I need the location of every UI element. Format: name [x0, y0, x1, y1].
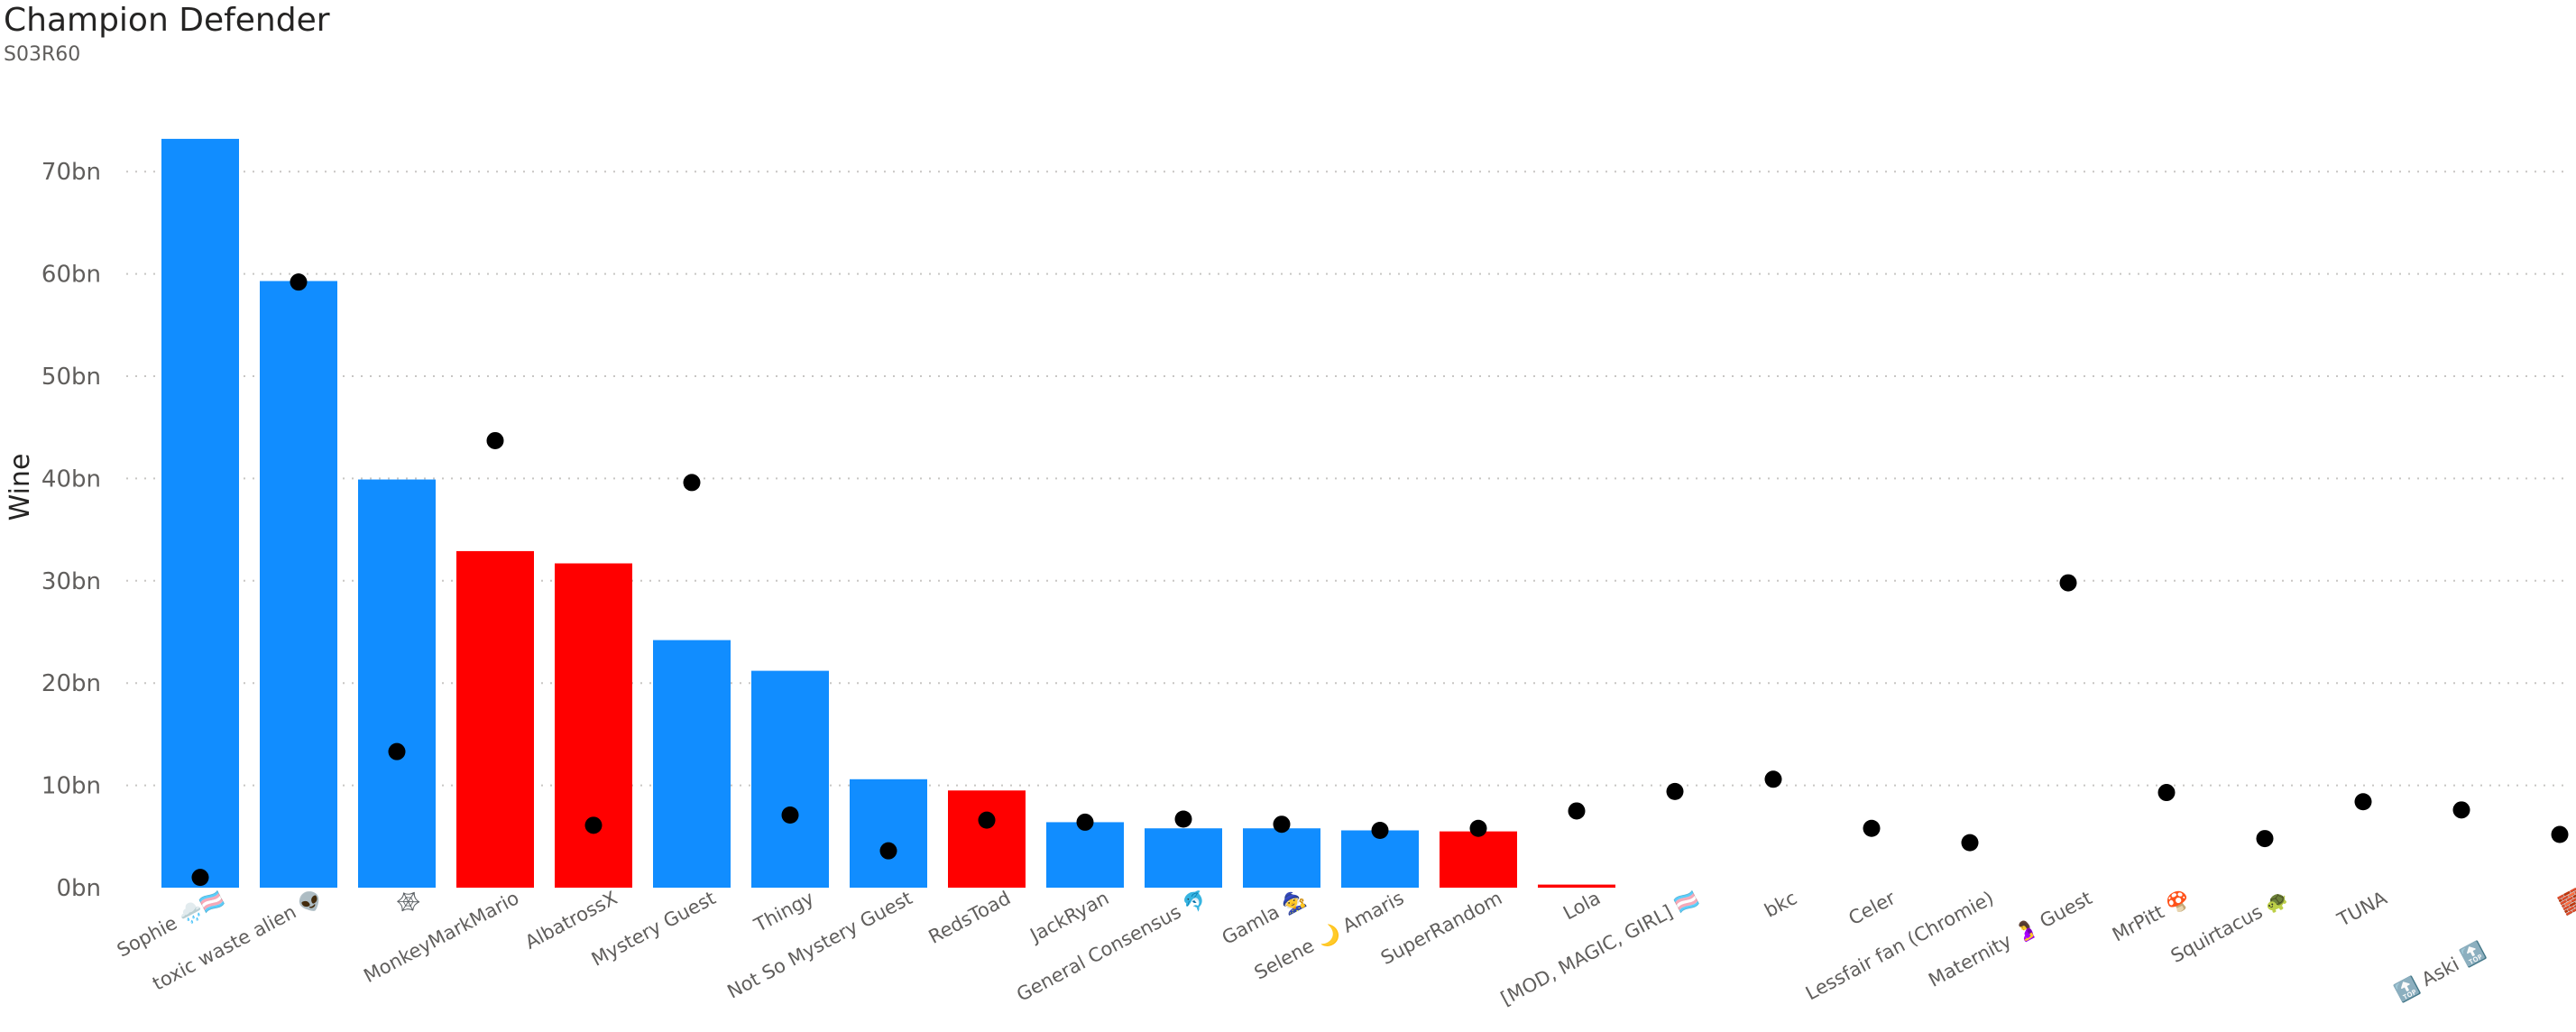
dot-15 [1666, 782, 1684, 800]
y-tick-label-3: 30bn [41, 568, 101, 595]
bar-9 [1046, 822, 1124, 888]
dot-21 [2256, 830, 2274, 848]
bar-4 [555, 563, 632, 888]
category-label-11: Gamla 🧙 [1218, 886, 1309, 949]
category-label-2: 🕸️ [393, 886, 425, 917]
category-label-10: General Consensus 🐬 [1013, 886, 1211, 1006]
dot-11 [1273, 815, 1291, 834]
dot-20 [2157, 784, 2176, 802]
bar-3 [456, 550, 534, 888]
y-axis-label: Wine [5, 454, 36, 521]
dot-2 [388, 742, 406, 760]
y-tick-label-0: 0bn [56, 875, 101, 902]
category-label-14: Lola [1559, 887, 1604, 924]
dot-9 [1076, 813, 1094, 831]
category-label-23: 🔝 Aski 🔝 [2391, 938, 2489, 1004]
dots [191, 273, 2569, 887]
category-label-7: Not So Mystery Guest [723, 887, 915, 1002]
category-label-9: JackRyan [1026, 887, 1113, 947]
dot-24 [2551, 825, 2569, 843]
category-label-24: 🧱 [2556, 886, 2576, 917]
dot-8 [978, 811, 996, 829]
category-label-20: MrPitt 🍄 [2109, 886, 2194, 945]
y-tick-label-7: 70bn [41, 159, 101, 186]
y-tick-label-2: 20bn [41, 670, 101, 697]
dot-3 [486, 431, 504, 449]
dot-0 [191, 869, 209, 887]
category-label-22: TUNA [2333, 887, 2391, 931]
chart-subtitle: S03R60 [4, 43, 81, 66]
dot-5 [683, 474, 701, 492]
category-label-8: RedsToad [925, 887, 1015, 948]
bar-11 [1243, 828, 1320, 888]
bar-7 [850, 779, 927, 888]
bar-13 [1440, 831, 1517, 888]
y-axis-ticks: 0bn 10bn 20bn 30bn 40bn 50bn 60bn 70bn [41, 159, 101, 902]
category-label-6: Thingy [750, 887, 817, 936]
dot-6 [781, 806, 799, 824]
dot-18 [1961, 834, 1979, 852]
category-label-3: MonkeyMarkMario [360, 887, 522, 987]
x-axis-categories: Sophie 🌧️🏳️‍⚧️toxic waste alien 👽 🕸️Monke… [113, 886, 2576, 1009]
y-tick-label-6: 60bn [41, 262, 101, 289]
dot-14 [1568, 802, 1586, 820]
dot-22 [2354, 793, 2372, 811]
category-label-17: Celer [1845, 887, 1900, 929]
bar-5 [653, 640, 731, 888]
bar-8 [948, 790, 1026, 888]
dot-10 [1174, 810, 1192, 828]
chart-title: Champion Defender [4, 2, 330, 39]
bar-10 [1145, 828, 1222, 888]
dot-4 [584, 816, 603, 834]
y-tick-label-1: 10bn [41, 773, 101, 800]
dot-13 [1469, 819, 1487, 837]
dot-17 [1863, 819, 1881, 837]
bar-14 [1538, 884, 1615, 888]
dot-16 [1764, 770, 1782, 788]
dot-12 [1371, 821, 1389, 839]
y-tick-label-5: 50bn [41, 364, 101, 391]
dot-1 [290, 273, 308, 291]
bar-6 [751, 670, 829, 888]
bar-1 [260, 281, 337, 889]
bars [161, 138, 1615, 889]
y-tick-label-4: 40bn [41, 465, 101, 493]
dot-19 [2059, 574, 2077, 592]
bar-12 [1341, 830, 1419, 888]
bar-0 [161, 138, 239, 889]
category-label-18: Lessfair fan (Chromie) [1802, 887, 1997, 1004]
dot-23 [2452, 801, 2470, 819]
category-label-16: bkc [1761, 887, 1800, 922]
bar-2 [358, 479, 436, 888]
category-label-1: toxic waste alien 👽 [149, 886, 327, 994]
category-label-19: Maternity 🤰 Guest [1925, 886, 2096, 991]
dot-7 [879, 842, 897, 860]
